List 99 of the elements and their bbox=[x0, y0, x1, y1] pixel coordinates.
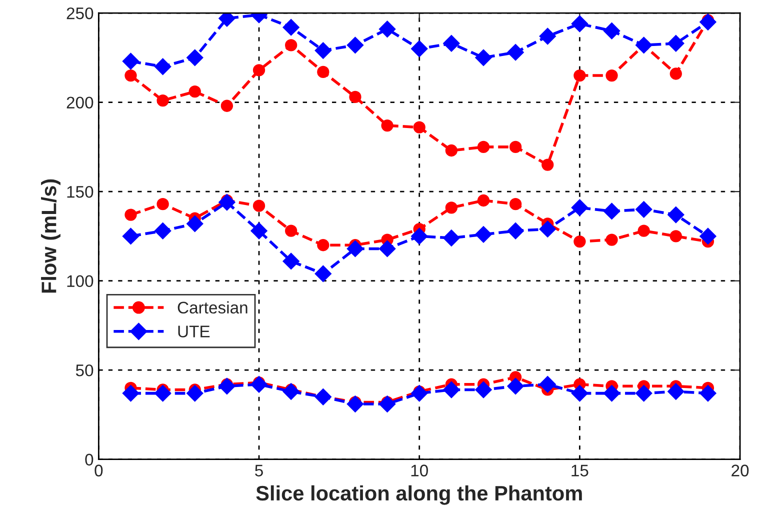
point bbox=[539, 220, 556, 238]
point bbox=[542, 158, 554, 171]
point bbox=[571, 15, 588, 32]
point bbox=[317, 66, 330, 78]
legend-label: Cartesian bbox=[178, 301, 248, 314]
point bbox=[606, 234, 618, 246]
point bbox=[700, 14, 716, 30]
point bbox=[603, 202, 620, 220]
point bbox=[603, 384, 620, 402]
point bbox=[285, 224, 298, 237]
point bbox=[445, 202, 458, 214]
point bbox=[317, 239, 330, 252]
point bbox=[252, 64, 266, 76]
point bbox=[250, 376, 268, 393]
point bbox=[635, 36, 652, 54]
point bbox=[154, 58, 172, 75]
point bbox=[346, 36, 364, 54]
point bbox=[574, 235, 586, 248]
point bbox=[445, 144, 458, 157]
point bbox=[670, 68, 682, 80]
point bbox=[574, 69, 586, 82]
point bbox=[282, 252, 300, 270]
point bbox=[346, 396, 364, 412]
point bbox=[285, 39, 298, 52]
point bbox=[571, 199, 588, 216]
point bbox=[509, 140, 522, 154]
point bbox=[668, 383, 684, 400]
point bbox=[507, 378, 524, 395]
point bbox=[218, 194, 236, 211]
point bbox=[410, 384, 428, 402]
point bbox=[156, 94, 169, 107]
point bbox=[668, 206, 684, 224]
point bbox=[314, 42, 332, 59]
point bbox=[186, 384, 204, 402]
point bbox=[539, 28, 556, 45]
point bbox=[410, 228, 428, 245]
point bbox=[250, 222, 268, 240]
point bbox=[413, 121, 426, 134]
point bbox=[349, 90, 362, 104]
point bbox=[606, 69, 618, 82]
point bbox=[381, 119, 394, 132]
point bbox=[124, 69, 137, 82]
point bbox=[122, 228, 140, 245]
point bbox=[475, 49, 492, 66]
x-tick-label: 10 bbox=[411, 464, 428, 476]
point bbox=[122, 52, 140, 70]
y-tick-label: 50 bbox=[76, 364, 94, 376]
point bbox=[475, 381, 492, 398]
y-tick-label: 250 bbox=[66, 7, 94, 20]
point bbox=[475, 226, 492, 243]
point bbox=[282, 18, 300, 36]
point bbox=[282, 383, 300, 400]
point bbox=[635, 201, 652, 218]
point bbox=[443, 381, 460, 398]
point bbox=[507, 44, 524, 61]
point bbox=[154, 384, 172, 402]
point bbox=[378, 20, 396, 38]
point bbox=[186, 215, 204, 232]
point bbox=[443, 35, 460, 52]
x-axis-title: Slice location along the Phantom bbox=[256, 485, 582, 505]
point bbox=[509, 198, 522, 210]
point bbox=[700, 384, 716, 402]
point bbox=[638, 224, 650, 237]
point bbox=[477, 140, 490, 154]
point bbox=[220, 100, 234, 112]
y-tick-label: 100 bbox=[67, 275, 94, 288]
y-tick-label: 150 bbox=[67, 186, 94, 198]
x-tick-label: 15 bbox=[572, 464, 588, 476]
point bbox=[252, 200, 266, 212]
point bbox=[122, 384, 140, 402]
point bbox=[346, 240, 364, 258]
point bbox=[378, 396, 396, 412]
point bbox=[670, 230, 682, 242]
point bbox=[314, 265, 332, 282]
point bbox=[410, 40, 428, 58]
point bbox=[603, 22, 620, 40]
y-tick-label: 200 bbox=[66, 96, 94, 109]
point bbox=[539, 376, 556, 393]
point bbox=[124, 208, 137, 221]
y-axis-title: Flow (mL/s) bbox=[41, 179, 60, 293]
point bbox=[156, 198, 169, 210]
point bbox=[668, 35, 684, 52]
point bbox=[443, 230, 460, 246]
point bbox=[186, 49, 204, 66]
y-tick-label: 0 bbox=[85, 454, 94, 466]
point bbox=[314, 388, 332, 406]
point bbox=[571, 384, 588, 402]
legend-label: UTE bbox=[178, 326, 210, 338]
point bbox=[218, 378, 236, 395]
point bbox=[700, 228, 716, 245]
point bbox=[477, 194, 490, 207]
x-tick-label: 5 bbox=[255, 464, 263, 476]
x-tick-label: 0 bbox=[94, 464, 103, 476]
point bbox=[188, 86, 201, 98]
x-tick-label: 20 bbox=[732, 464, 749, 476]
point bbox=[378, 240, 396, 258]
point bbox=[154, 222, 172, 240]
point bbox=[635, 384, 652, 402]
point bbox=[507, 222, 524, 240]
